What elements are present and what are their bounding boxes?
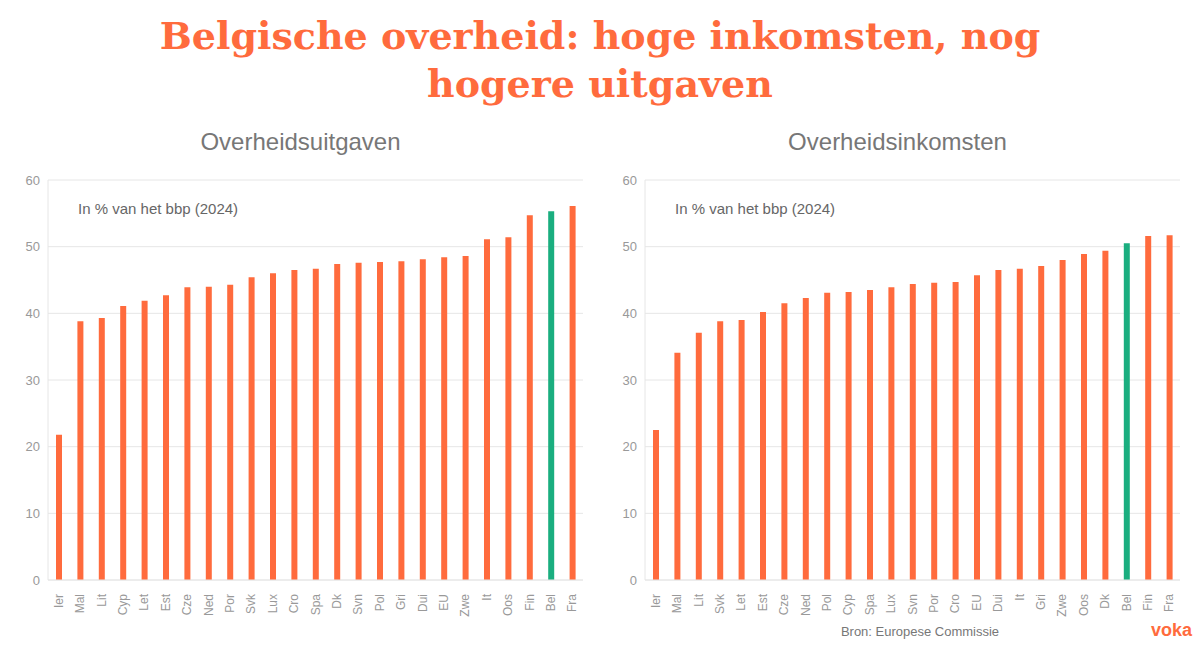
svg-text:Por: Por	[927, 594, 941, 613]
svg-text:10: 10	[623, 506, 637, 521]
svg-text:Mal: Mal	[73, 594, 87, 613]
svg-text:20: 20	[623, 439, 637, 454]
svg-text:It: It	[480, 593, 494, 600]
svg-text:Lux: Lux	[266, 594, 280, 613]
svg-text:0: 0	[33, 573, 40, 588]
svg-text:60: 60	[623, 173, 637, 188]
svg-text:It: It	[1013, 593, 1027, 600]
svg-text:Fra: Fra	[565, 594, 579, 612]
svg-text:10: 10	[26, 506, 40, 521]
svg-text:Ned: Ned	[202, 594, 216, 616]
html-text:Overheidsinkomsten: Overheidsinkomsten	[788, 128, 1007, 155]
html-text:Overheidsuitgaven: Overheidsuitgaven	[200, 128, 401, 155]
svg-text:Por: Por	[223, 594, 237, 613]
svg-text:Cze: Cze	[180, 594, 194, 616]
svg-text:Zwe: Zwe	[458, 594, 472, 617]
svg-text:Cyp: Cyp	[116, 594, 130, 616]
svg-text:Fra: Fra	[1162, 594, 1176, 612]
svg-text:EU: EU	[970, 594, 984, 611]
svg-text:Gri: Gri	[1034, 594, 1048, 610]
html-text:voka: voka	[1151, 620, 1192, 640]
svg-text:Oos: Oos	[501, 594, 515, 616]
svg-text:30: 30	[26, 373, 40, 388]
svg-text:EU: EU	[437, 594, 451, 611]
svg-text:Dk: Dk	[330, 593, 344, 609]
svg-text:Lit: Lit	[95, 593, 109, 606]
svg-text:Bel: Bel	[1120, 594, 1134, 611]
svg-text:Ned: Ned	[799, 594, 813, 616]
svg-text:Fin: Fin	[1141, 594, 1155, 611]
html-text:Bron: Europese Commissie: Bron: Europese Commissie	[840, 624, 1000, 639]
svg-text:50: 50	[26, 239, 40, 254]
svg-text:60: 60	[26, 173, 40, 188]
svg-text:Oos: Oos	[1077, 594, 1091, 616]
svg-text:Dui: Dui	[416, 594, 430, 612]
svg-text:Cro: Cro	[948, 594, 962, 614]
svg-text:Cyp: Cyp	[841, 594, 855, 616]
svg-text:Let: Let	[734, 593, 748, 610]
svg-text:Lux: Lux	[884, 594, 898, 613]
svg-text:Ier: Ier	[649, 594, 663, 608]
svg-text:0: 0	[630, 573, 637, 588]
svg-text:Let: Let	[137, 593, 151, 610]
svg-text:Zwe: Zwe	[1055, 594, 1069, 617]
svg-text:Svn: Svn	[906, 594, 920, 615]
svg-text:Mal: Mal	[670, 594, 684, 613]
svg-text:Gri: Gri	[394, 594, 408, 610]
svg-text:20: 20	[26, 439, 40, 454]
svg-text:Est: Est	[159, 593, 173, 611]
svg-text:Ier: Ier	[52, 594, 66, 608]
svg-text:40: 40	[26, 306, 40, 321]
svg-text:Pol: Pol	[373, 594, 387, 611]
svg-text:Fin: Fin	[523, 594, 537, 611]
html-text:Belgische overheid: hoge inkom: Belgische overheid: hoge inkomsten, nog …	[159, 13, 1041, 106]
svg-text:Svk: Svk	[713, 593, 727, 614]
svg-text:Cze: Cze	[777, 594, 791, 616]
svg-text:Dk: Dk	[1098, 593, 1112, 609]
svg-text:Spa: Spa	[863, 594, 877, 616]
html-text:In % van het bbp (2024): In % van het bbp (2024)	[78, 200, 239, 217]
svg-text:Est: Est	[756, 593, 770, 611]
svg-text:Lit: Lit	[692, 593, 706, 606]
svg-text:50: 50	[623, 239, 637, 254]
svg-text:30: 30	[623, 373, 637, 388]
svg-text:Spa: Spa	[309, 594, 323, 616]
svg-text:Svk: Svk	[244, 593, 258, 614]
svg-text:Svn: Svn	[351, 594, 365, 615]
html-text:In % van het bbp (2024): In % van het bbp (2024)	[675, 200, 836, 217]
svg-text:Cro: Cro	[287, 594, 301, 614]
svg-text:Dui: Dui	[991, 594, 1005, 612]
svg-text:40: 40	[623, 306, 637, 321]
svg-text:Pol: Pol	[820, 594, 834, 611]
svg-text:Bel: Bel	[544, 594, 558, 611]
